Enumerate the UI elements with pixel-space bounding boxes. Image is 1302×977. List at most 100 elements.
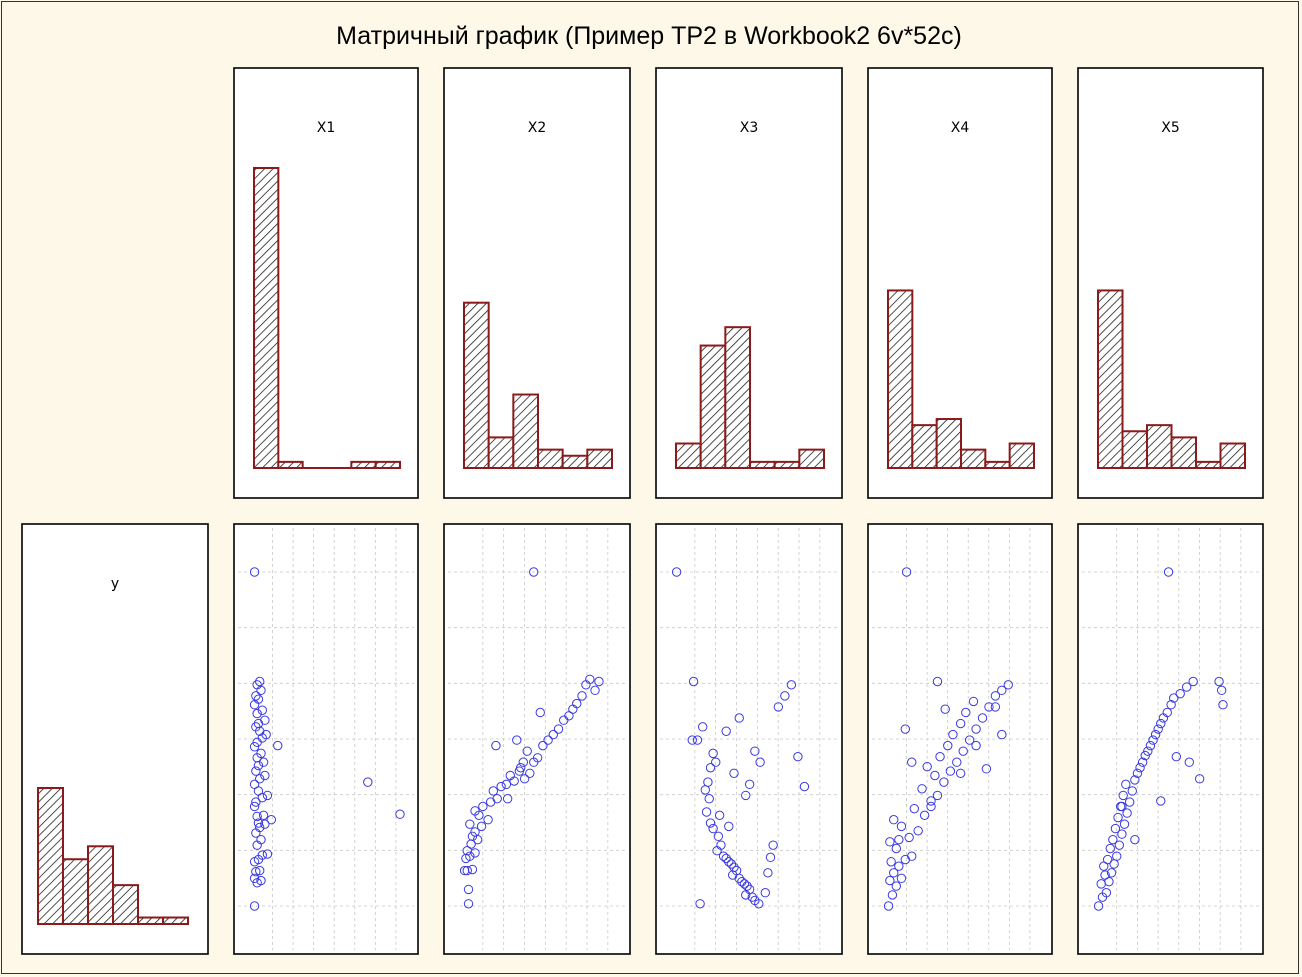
scatter-point [900, 724, 911, 734]
histogram-bar [277, 460, 304, 470]
scatter-point [1110, 823, 1121, 834]
scatter-point [990, 691, 1001, 701]
histogram-bar [773, 460, 801, 470]
histogram-bar [887, 289, 914, 469]
scatter-point [501, 779, 512, 790]
scatter-point [1216, 685, 1227, 696]
scatter-point [1140, 750, 1150, 761]
variable-label-x4: X4 [951, 120, 970, 136]
scatter-point [1113, 812, 1123, 823]
scatter-point [932, 676, 943, 687]
scatter-panel-x5 [1077, 523, 1264, 955]
scatter-point [273, 740, 283, 751]
scatter-point [505, 770, 515, 781]
scatter-point [729, 768, 739, 778]
scatter-point [249, 779, 260, 790]
histogram-bar [1008, 442, 1036, 469]
scatter-point [577, 691, 587, 701]
scatter-point [262, 849, 273, 859]
scatter-point [1188, 676, 1198, 687]
histogram-bar [487, 436, 515, 470]
scatter-point [532, 753, 543, 763]
scatter-point [711, 757, 721, 767]
scatter-point [901, 567, 912, 577]
scatter-point [907, 757, 917, 767]
variable-label-x1: X1 [317, 120, 336, 136]
scatter-point [930, 770, 940, 781]
scatter-point [729, 862, 739, 872]
scatter-point [734, 713, 744, 723]
histogram-panel-x2: X2 [443, 67, 631, 499]
scatter-point [885, 837, 895, 847]
scatter-point [266, 815, 277, 825]
scatter-point [909, 803, 920, 814]
scatter-point [1105, 843, 1115, 854]
histogram-bar [1121, 430, 1148, 470]
scatter-point [1156, 718, 1166, 729]
scatter-point [724, 821, 734, 832]
histogram-bar [724, 326, 751, 470]
scatter-point [251, 867, 261, 877]
scatter-point [463, 899, 474, 909]
scatter-point [695, 899, 705, 909]
scatter-point [1169, 693, 1179, 703]
panel-border [1077, 523, 1264, 955]
scatter-point [883, 901, 894, 911]
histogram-panel-x3: X3 [655, 67, 843, 499]
scatter-point [755, 757, 765, 767]
scatter-point [945, 766, 956, 776]
scatter-point [1124, 797, 1135, 807]
histogram-bar [935, 418, 963, 470]
scatter-point [692, 735, 703, 745]
scatter-point [1117, 801, 1127, 812]
scatter-point [252, 680, 262, 690]
scatter-point [1122, 808, 1132, 818]
scatter-point [889, 868, 899, 878]
scatter-point [253, 760, 264, 771]
scatter-point [260, 819, 270, 829]
scatter-point [260, 715, 270, 725]
histogram-bar [1097, 289, 1124, 469]
scatter-point [253, 818, 264, 828]
scatter-point [708, 748, 718, 759]
scatter-point [553, 724, 564, 734]
scatter-point [260, 770, 270, 781]
scatter-point [926, 801, 936, 812]
scatter-point [538, 740, 548, 751]
scatter-point [734, 873, 744, 884]
scatter-point [688, 676, 699, 687]
scatter-point [462, 865, 472, 876]
variable-label-x2: X2 [528, 120, 547, 136]
scatter-point [253, 694, 264, 704]
scatter-point [255, 822, 265, 833]
variable-label-x3: X3 [740, 120, 759, 136]
scatter-point [466, 839, 476, 849]
scatter-point [891, 881, 901, 891]
scatter-point [251, 722, 261, 732]
scatter-point [525, 768, 535, 778]
histogram-bar [350, 460, 377, 470]
scatter-point [919, 810, 930, 821]
scatter-point [249, 567, 260, 577]
scatter-point [958, 746, 968, 756]
histogram-bar [960, 448, 987, 470]
scatter-point [256, 748, 266, 759]
scatter-point [1118, 790, 1128, 801]
scatter-panel-x2 [443, 523, 631, 955]
scatter-point [1184, 757, 1194, 767]
panel-border [443, 523, 631, 955]
scatter-point [465, 851, 475, 861]
histogram-bar [1219, 442, 1246, 469]
scatter-point [548, 729, 559, 740]
scatter-point [708, 823, 718, 834]
scatter-point [1143, 746, 1153, 756]
scatter-point [1127, 786, 1137, 796]
scatter-point [252, 811, 262, 822]
scatter-point [971, 740, 981, 751]
scatter-point [256, 875, 266, 886]
scatter-point [251, 766, 261, 776]
scatter-point [886, 857, 896, 867]
scatter-point [1121, 779, 1131, 790]
scatter-point [512, 735, 522, 745]
scatter-point [671, 567, 682, 577]
